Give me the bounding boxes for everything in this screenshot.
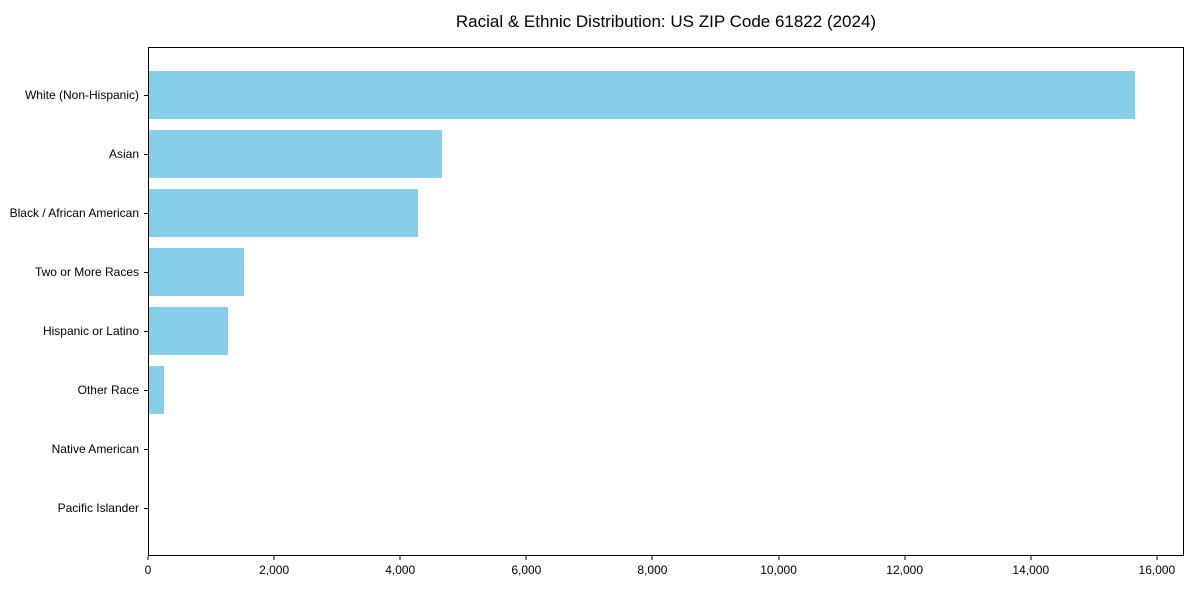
y-tick-mark: [144, 331, 148, 333]
x-tick-mark: [399, 556, 401, 560]
bar-row: White (Non-Hispanic): [25, 65, 1183, 124]
y-tick-mark: [144, 212, 148, 214]
y-tick-mark: [144, 449, 148, 451]
x-tick-label: 4,000: [385, 563, 416, 577]
bar-row: Pacific Islander: [58, 479, 1183, 538]
x-tick-mark: [525, 556, 527, 560]
bar: [149, 247, 244, 296]
x-axis: 0 2,000 4,000 6,000 8,000 10,000 12,000 14,000 1…: [144, 556, 1184, 586]
chart-title: Racial & Ethnic Distribution: US ZIP Cod…: [455, 12, 877, 31]
y-tick-label: Other Race: [77, 383, 139, 398]
x-tick-mark: [1030, 556, 1032, 560]
x-tick-label: 2,000: [259, 563, 290, 577]
y-tick-label: Hispanic or Latino: [42, 324, 139, 339]
x-tick-mark: [1156, 556, 1158, 560]
y-tick-label: Native American: [51, 442, 139, 457]
bar-row: Two or More Races: [35, 242, 1183, 301]
x-tick-label: 16,000: [1138, 563, 1176, 577]
bar: [149, 70, 1136, 119]
x-tick-mark: [904, 556, 906, 560]
y-tick-mark: [144, 390, 148, 392]
bar: [149, 366, 165, 415]
bar-rows: White (Non-Hispanic) Asian Black / African…: [10, 48, 1183, 555]
x-tick-label: 0: [144, 563, 152, 577]
y-tick-label: Asian: [108, 146, 139, 161]
y-tick-mark: [144, 271, 148, 273]
x-tick-label: 6,000: [511, 563, 542, 577]
plot-area: White (Non-Hispanic) Asian Black / African…: [10, 47, 1184, 556]
x-tick-mark: [778, 556, 780, 560]
x-tick-label: 14,000: [1012, 563, 1050, 577]
y-tick-mark: [144, 153, 148, 155]
x-tick-label: 10,000: [760, 563, 797, 577]
bar-row: Black / African American: [10, 183, 1183, 242]
bar-row: Other Race: [78, 361, 1183, 420]
bar-row: Native American: [52, 420, 1183, 479]
y-tick-label: White (Non-Hispanic): [24, 87, 139, 102]
y-tick-label: Two or More Races: [34, 264, 139, 279]
x-tick-mark: [651, 556, 653, 560]
bar-row: Hispanic or Latino: [43, 302, 1183, 361]
x-tick-mark: [273, 556, 275, 560]
y-tick-mark: [144, 94, 148, 96]
x-tick-label: 12,000: [886, 563, 924, 577]
bar: [149, 129, 442, 178]
x-tick-mark: [147, 556, 149, 560]
x-tick-label: 8,000: [637, 563, 668, 577]
y-tick-label: Black / African American: [9, 205, 139, 220]
bar: [149, 188, 419, 237]
bar: [149, 307, 228, 356]
y-tick-label: Pacific Islander: [57, 501, 139, 516]
y-tick-mark: [144, 508, 148, 510]
bar-row: Asian: [109, 124, 1183, 183]
